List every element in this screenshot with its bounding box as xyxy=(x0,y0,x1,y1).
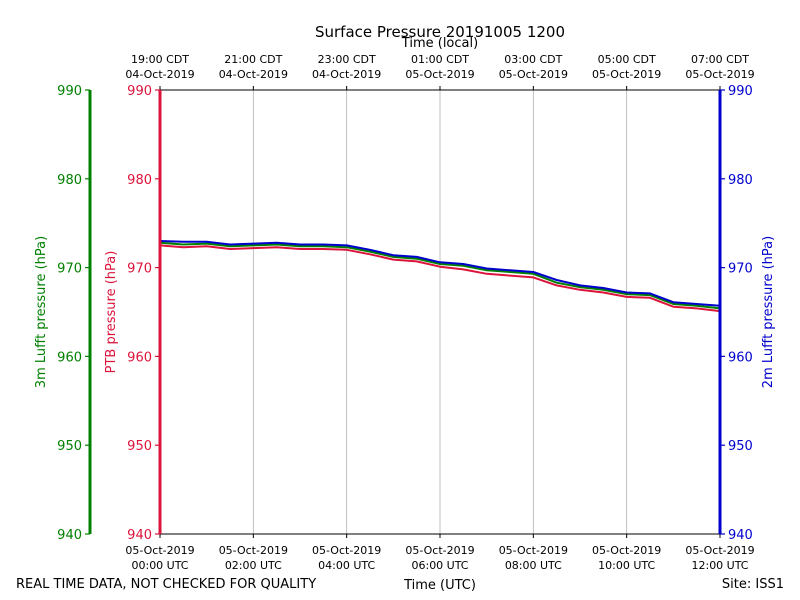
lufft2m-tick-label: 990 xyxy=(728,84,753,99)
bottom-tick-time: 06:00 UTC xyxy=(411,559,468,572)
bottom-tick-date: 05-Oct-2019 xyxy=(125,544,194,557)
top-tick-time: 07:00 CDT xyxy=(691,53,749,66)
bottom-tick-date: 05-Oct-2019 xyxy=(592,544,661,557)
bottom-tick-time: 12:00 UTC xyxy=(691,559,748,572)
ptb-tick-label: 970 xyxy=(127,262,152,277)
lufft3m-tick-label: 990 xyxy=(57,84,82,99)
pressure-axes: 940 950 960 970 980 990 3m Lufft pressure (hPa… xyxy=(34,84,776,543)
top-tick-date: 04-Oct-2019 xyxy=(219,68,288,81)
bottom-tick-date: 05-Oct-2019 xyxy=(685,544,754,557)
quality-notice: REAL TIME DATA, NOT CHECKED FOR QUALITY xyxy=(16,577,316,592)
bottom-tick-time: 08:00 UTC xyxy=(505,559,562,572)
lufft2m-axis-label: 2m Lufft pressure (hPa) xyxy=(761,236,776,388)
ptb-tick-label: 980 xyxy=(127,173,152,188)
bottom-tick-time: 02:00 UTC xyxy=(225,559,282,572)
bottom-tick-date: 05-Oct-2019 xyxy=(219,544,288,557)
bottom-tick-time: 10:00 UTC xyxy=(598,559,655,572)
vertical-gridlines xyxy=(252,90,628,534)
lufft2m-tick-label: 960 xyxy=(728,350,753,365)
lufft3m-tick-label: 940 xyxy=(57,528,82,543)
series-line-2m-lufft-pressure xyxy=(159,240,721,307)
ptb-tick-label: 940 xyxy=(127,528,152,543)
bottom-tick-date: 05-Oct-2019 xyxy=(405,544,474,557)
top-tick-time: 19:00 CDT xyxy=(131,53,189,66)
lufft3m-tick-label: 960 xyxy=(57,350,82,365)
lufft3m-axis-label: 3m Lufft pressure (hPa) xyxy=(34,236,49,388)
top-axis-label: Time (local) xyxy=(401,36,478,51)
time-axis-ticks: 05-Oct-2019 00:00 UTC 05-Oct-2019 02:00 UTC… xyxy=(125,53,754,572)
bottom-tick-date: 05-Oct-2019 xyxy=(499,544,568,557)
bottom-tick-time: 00:00 UTC xyxy=(131,559,188,572)
top-tick-date: 05-Oct-2019 xyxy=(685,68,754,81)
lufft2m-tick-label: 970 xyxy=(728,262,753,277)
chart-title: Surface Pressure 20191005 1200 xyxy=(315,23,565,41)
lufft3m-tick-label: 950 xyxy=(57,439,82,454)
top-tick-date: 04-Oct-2019 xyxy=(312,68,381,81)
top-tick-time: 03:00 CDT xyxy=(504,53,562,66)
top-tick-date: 05-Oct-2019 xyxy=(405,68,474,81)
bottom-axis-label: Time (UTC) xyxy=(403,578,476,593)
top-tick-time: 23:00 CDT xyxy=(318,53,376,66)
bottom-tick-date: 05-Oct-2019 xyxy=(312,544,381,557)
top-tick-time: 21:00 CDT xyxy=(224,53,282,66)
lufft2m-tick-label: 940 xyxy=(728,528,753,543)
series-line-ptb-pressure xyxy=(159,244,721,313)
ptb-axis-label: PTB pressure (hPa) xyxy=(104,251,119,374)
top-tick-time: 01:00 CDT xyxy=(411,53,469,66)
lufft2m-tick-label: 950 xyxy=(728,439,753,454)
top-tick-time: 05:00 CDT xyxy=(598,53,656,66)
lufft3m-tick-label: 980 xyxy=(57,173,82,188)
top-tick-date: 05-Oct-2019 xyxy=(592,68,661,81)
series-lines xyxy=(159,240,721,313)
lufft3m-tick-label: 970 xyxy=(57,262,82,277)
bottom-tick-time: 04:00 UTC xyxy=(318,559,375,572)
ptb-tick-label: 960 xyxy=(127,350,152,365)
series-line-3m-lufft-pressure xyxy=(159,241,721,310)
top-tick-date: 04-Oct-2019 xyxy=(125,68,194,81)
ptb-tick-label: 950 xyxy=(127,439,152,454)
top-tick-date: 05-Oct-2019 xyxy=(499,68,568,81)
lufft2m-tick-label: 980 xyxy=(728,173,753,188)
site-label: Site: ISS1 xyxy=(722,577,784,592)
ptb-tick-label: 990 xyxy=(127,84,152,99)
